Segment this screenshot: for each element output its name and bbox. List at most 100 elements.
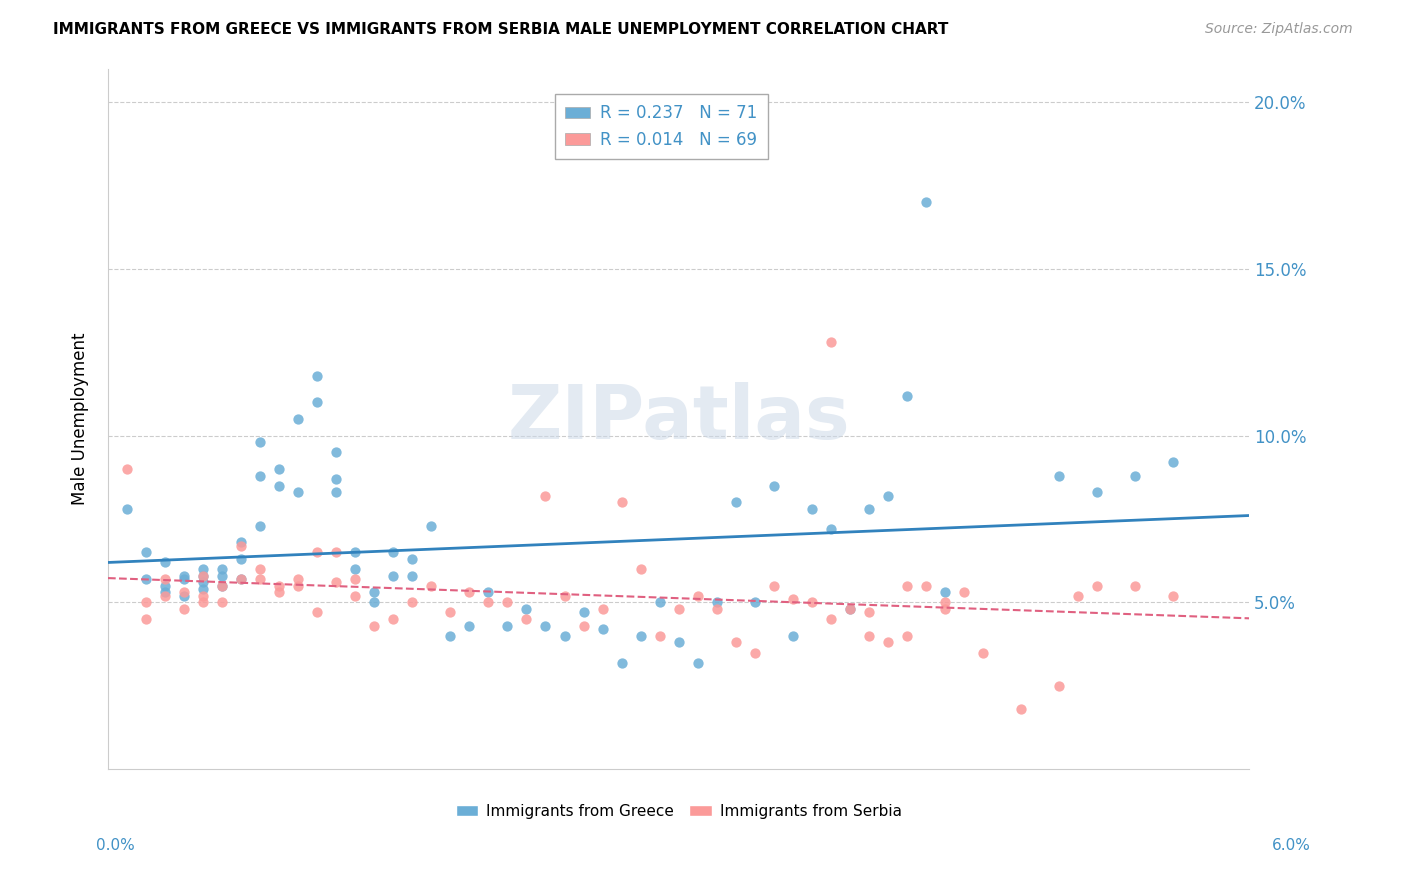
Point (211, 579, 233, 593)
Point (211, 562, 233, 576)
Point (191, 582, 214, 596)
Point (191, 568, 214, 582)
Point (630, 629, 652, 643)
Point (648, 595, 671, 609)
Point (307, 545, 329, 559)
Point (135, 612, 157, 626)
Point (231, 539, 253, 553)
Point (496, 595, 519, 609)
Point (553, 629, 575, 643)
Point (610, 656, 633, 670)
Point (934, 595, 956, 609)
Point (173, 568, 195, 582)
Point (686, 656, 709, 670)
Point (173, 585, 195, 599)
Point (858, 629, 880, 643)
Point (496, 619, 519, 633)
Point (325, 575, 347, 590)
Point (287, 572, 309, 586)
Point (231, 535, 253, 549)
Point (592, 602, 614, 616)
Point (572, 619, 595, 633)
Point (934, 602, 956, 616)
Point (307, 368, 329, 383)
Point (782, 592, 804, 607)
Point (153, 555, 176, 569)
Point (668, 602, 690, 616)
Point (610, 495, 633, 509)
Point (287, 485, 309, 500)
Point (135, 572, 157, 586)
Point (269, 585, 291, 599)
Point (153, 579, 176, 593)
Point (439, 606, 461, 620)
Text: 6.0%: 6.0% (1271, 838, 1310, 853)
Text: ZIPatlas: ZIPatlas (508, 383, 851, 456)
Point (269, 462, 291, 476)
Point (858, 502, 880, 516)
Point (630, 562, 652, 576)
Point (153, 585, 176, 599)
Point (153, 572, 176, 586)
Point (515, 602, 537, 616)
Point (382, 545, 405, 559)
Point (191, 595, 214, 609)
Point (706, 602, 728, 616)
Point (420, 579, 443, 593)
Point (153, 589, 176, 603)
Point (325, 445, 347, 459)
Point (269, 579, 291, 593)
Point (211, 595, 233, 609)
Point (915, 194, 938, 209)
Point (744, 595, 766, 609)
Point (876, 635, 898, 649)
Point (915, 579, 938, 593)
Point (420, 518, 443, 533)
Point (896, 388, 918, 402)
Point (344, 572, 367, 586)
Text: 0.0%: 0.0% (96, 838, 135, 853)
Y-axis label: Male Unemployment: Male Unemployment (72, 333, 89, 505)
Point (115, 502, 138, 516)
Point (439, 629, 461, 643)
Point (1047, 468, 1070, 483)
Point (458, 619, 481, 633)
Point (762, 478, 785, 492)
Point (762, 579, 785, 593)
Point (934, 585, 956, 599)
Point (325, 472, 347, 486)
Point (173, 589, 195, 603)
Point (534, 619, 557, 633)
Point (1161, 455, 1184, 469)
Point (344, 545, 367, 559)
Point (706, 595, 728, 609)
Legend: Immigrants from Greece, Immigrants from Serbia: Immigrants from Greece, Immigrants from … (450, 797, 908, 825)
Point (1161, 589, 1184, 603)
Point (477, 595, 499, 609)
Point (135, 595, 157, 609)
Point (515, 612, 537, 626)
Point (648, 629, 671, 643)
Point (838, 602, 860, 616)
Point (344, 562, 367, 576)
Point (972, 646, 994, 660)
Point (135, 545, 157, 559)
Point (191, 575, 214, 590)
Point (191, 568, 214, 582)
Point (782, 629, 804, 643)
Point (1123, 579, 1146, 593)
Point (115, 462, 138, 476)
Point (1085, 485, 1108, 500)
Point (800, 502, 823, 516)
Point (325, 485, 347, 500)
Point (249, 468, 271, 483)
Point (820, 522, 842, 536)
Text: IMMIGRANTS FROM GREECE VS IMMIGRANTS FROM SERBIA MALE UNEMPLOYMENT CORRELATION C: IMMIGRANTS FROM GREECE VS IMMIGRANTS FRO… (53, 22, 949, 37)
Point (724, 495, 747, 509)
Point (211, 579, 233, 593)
Point (820, 335, 842, 350)
Point (231, 572, 253, 586)
Point (1123, 468, 1146, 483)
Point (724, 635, 747, 649)
Point (382, 568, 405, 582)
